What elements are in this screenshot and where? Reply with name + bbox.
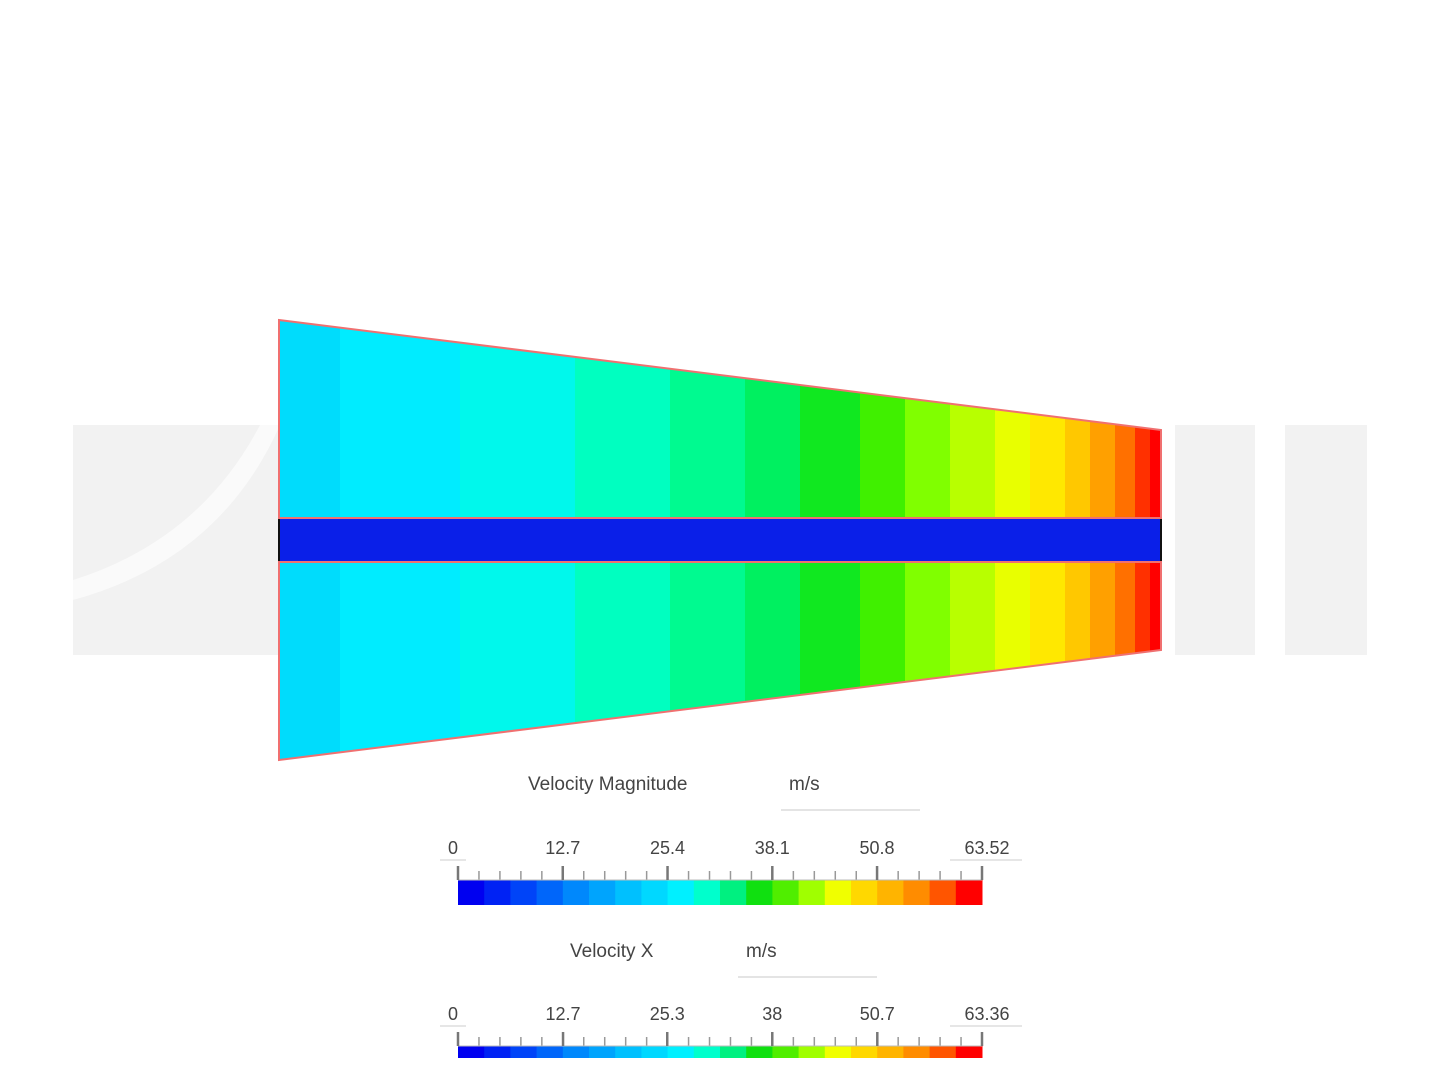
colorbar-band	[929, 880, 957, 905]
colorbar-band	[562, 1046, 590, 1058]
contour-band	[340, 562, 461, 760]
legend-title: Velocity Magnitude	[528, 774, 688, 795]
colorbar-band	[693, 1046, 721, 1058]
tick-label: 12.7	[546, 1004, 581, 1024]
tick-label: 50.7	[860, 1004, 895, 1024]
tick-label: 25.3	[650, 1004, 685, 1024]
colorbar-band	[955, 1046, 983, 1058]
colorbar-band	[877, 880, 904, 905]
colorbar-band	[458, 1046, 485, 1058]
tick-label: 38	[762, 1004, 782, 1024]
colorbar-band	[903, 880, 931, 905]
colorbar-band	[510, 880, 538, 905]
domain-outline	[278, 318, 1162, 519]
colorbar-band	[877, 1046, 904, 1058]
colorbar-band	[589, 1046, 616, 1058]
colorbar-band	[798, 880, 826, 905]
contour-field	[279, 320, 1161, 760]
domain-outline	[278, 561, 1162, 762]
colorbar-band	[484, 1046, 511, 1058]
colorbar-band	[772, 1046, 800, 1058]
colorbar-band	[851, 880, 878, 905]
legend-unit: m/s	[789, 774, 820, 795]
colorbar-band	[615, 1046, 642, 1058]
colorbar-band	[955, 880, 983, 905]
legend-unit: m/s	[746, 941, 777, 962]
colorbar-band	[693, 880, 721, 905]
tick-label: 63.36	[964, 1004, 1009, 1024]
colorbar-band	[615, 880, 642, 905]
colorbar-band	[746, 1046, 773, 1058]
colorbar-band	[536, 1046, 564, 1058]
center-channel	[278, 517, 1162, 563]
colorbar-band	[510, 1046, 538, 1058]
colorbar-band	[903, 1046, 931, 1058]
watermark	[73, 425, 1367, 655]
tick-label: 38.1	[755, 838, 790, 858]
colorbar-band	[746, 880, 773, 905]
contour-band	[340, 320, 461, 518]
colorbar-band	[772, 880, 800, 905]
colorbar-band	[667, 1046, 695, 1058]
colorbar-band	[458, 880, 485, 905]
contour-band	[279, 320, 341, 518]
colorbar-band	[641, 880, 669, 905]
tick-label: 0	[448, 838, 458, 858]
colorbar-band	[667, 880, 695, 905]
tick-label: 63.52	[964, 838, 1009, 858]
tick-label: 0	[448, 1004, 458, 1024]
colorbar-band	[798, 1046, 826, 1058]
colorbar-band	[720, 1046, 747, 1058]
legend-title: Velocity X	[570, 941, 654, 962]
colorbar-band	[641, 1046, 669, 1058]
tick-label: 25.4	[650, 838, 685, 858]
colorbar-band	[851, 1046, 878, 1058]
colorbar-band	[536, 880, 564, 905]
colorbar-band	[929, 1046, 957, 1058]
colorbar-band	[720, 880, 747, 905]
contour-band	[279, 562, 341, 760]
colorbar-band	[589, 880, 616, 905]
colorbar-band	[562, 880, 590, 905]
tick-label: 50.8	[860, 838, 895, 858]
legends: Velocity Magnitude m/s 0 12.7 25.4 38.1 50.8 63…	[440, 774, 1022, 1058]
colorbar-band	[824, 880, 852, 905]
tick-label: 12.7	[545, 838, 580, 858]
colorbar-band	[484, 880, 511, 905]
colorbar-band	[824, 1046, 852, 1058]
